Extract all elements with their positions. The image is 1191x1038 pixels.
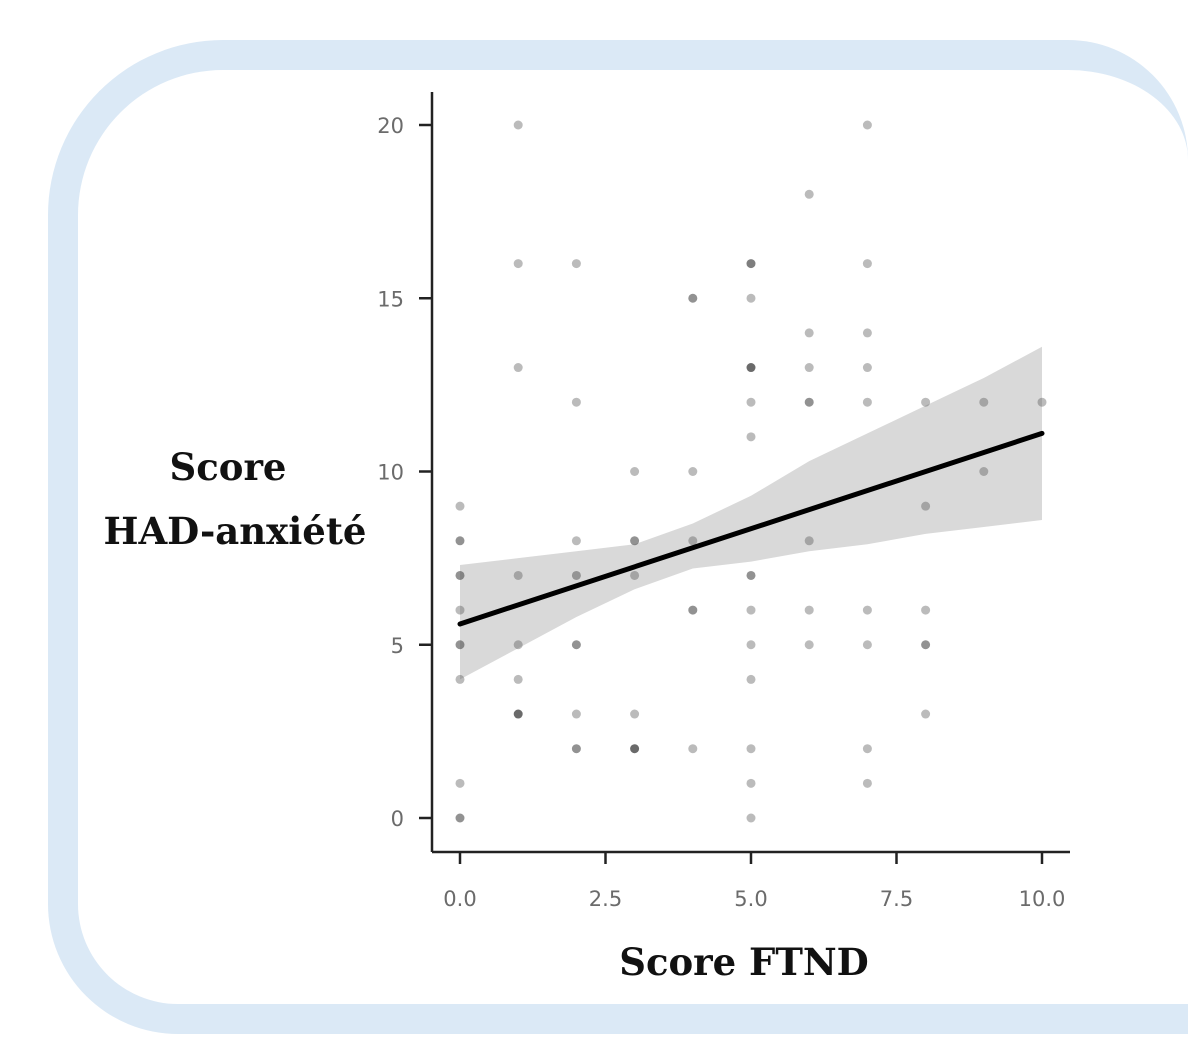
- confidence-band-layer: [460, 346, 1042, 680]
- scatter-point: [1037, 397, 1047, 407]
- scatter-point: [513, 674, 523, 684]
- scatter-point: [571, 709, 581, 719]
- x-tick-label: 0.0: [443, 887, 476, 911]
- scatter-point: [921, 640, 931, 650]
- confidence-band: [460, 346, 1042, 680]
- scatter-point: [630, 536, 640, 546]
- scatter-point: [804, 605, 814, 615]
- scatter-point: [746, 397, 756, 407]
- scatter-point: [630, 467, 640, 476]
- scatter-point: [571, 744, 581, 754]
- y-tick-label: 5: [391, 634, 404, 658]
- scatter-point: [571, 397, 581, 407]
- scatter-point: [862, 778, 872, 788]
- scatter-point: [571, 640, 581, 650]
- scatter-point: [571, 570, 581, 580]
- scatter-point: [746, 605, 756, 615]
- scatter-point: [979, 397, 989, 407]
- scatter-point: [688, 467, 698, 476]
- axes-layer: 0 5 10 15 20 0.0 2.5 5.0 7.5 10.0: [377, 92, 1070, 911]
- scatter-point: [862, 120, 872, 130]
- scatter-point: [746, 293, 756, 303]
- scatter-point: [804, 536, 814, 546]
- scatter-point: [804, 397, 814, 407]
- scatter-point: [746, 674, 756, 684]
- scatter-point: [804, 328, 814, 338]
- scatter-point: [746, 640, 756, 650]
- scatter-point: [571, 536, 581, 546]
- x-axis-title: Score FTND: [619, 940, 869, 984]
- x-tick-label: 7.5: [880, 887, 913, 911]
- scatter-point: [862, 744, 872, 754]
- scatter-point: [455, 813, 465, 823]
- scatter-point: [921, 605, 931, 615]
- scatter-point: [455, 605, 465, 615]
- points-layer: [455, 120, 1047, 823]
- scatter-point: [455, 640, 465, 650]
- regression-line: [457, 430, 1045, 627]
- y-axis-title-line-1: Score: [170, 445, 287, 489]
- scatter-point: [455, 674, 465, 684]
- scatter-point: [513, 709, 523, 719]
- scatter-point: [746, 570, 756, 580]
- scatter-point: [513, 120, 523, 130]
- scatter-point: [455, 778, 465, 788]
- scatter-point: [455, 501, 465, 511]
- y-tick-label: 20: [377, 114, 404, 138]
- scatter-point: [746, 363, 756, 373]
- scatter-point: [746, 813, 756, 823]
- scatter-point: [921, 397, 931, 407]
- scatter-point: [455, 536, 465, 546]
- scatter-point: [630, 570, 640, 580]
- scatter-point: [862, 259, 872, 269]
- y-tick-label: 10: [377, 461, 404, 485]
- scatter-point: [688, 293, 698, 303]
- scatter-point: [804, 189, 814, 199]
- scatter-point: [688, 605, 698, 615]
- scatter-point: [571, 259, 581, 269]
- y-axis-title-line-2: HAD-anxiété: [104, 509, 367, 553]
- scatter-point: [513, 363, 523, 373]
- scatter-point: [513, 640, 523, 650]
- scatter-point: [862, 397, 872, 407]
- x-tick-label: 5.0: [734, 887, 767, 911]
- scatter-point: [979, 467, 989, 476]
- scatter-point: [921, 501, 931, 511]
- scatter-point: [921, 709, 931, 719]
- scatter-point: [746, 778, 756, 788]
- scatter-point: [862, 328, 872, 338]
- x-tick-label: 10.0: [1019, 887, 1066, 911]
- scatter-point: [746, 744, 756, 754]
- decorative-rounded-frame: [48, 40, 1188, 1034]
- scatter-point: [513, 259, 523, 269]
- regression-line-layer: [457, 430, 1045, 627]
- scatter-point: [862, 640, 872, 650]
- scatter-point: [746, 259, 756, 269]
- scatter-point: [688, 744, 698, 754]
- scatter-point: [630, 709, 640, 719]
- scatter-point: [513, 570, 523, 580]
- scatter-point: [688, 536, 698, 546]
- y-tick-label: 0: [391, 807, 404, 831]
- scatter-point: [630, 744, 640, 754]
- y-tick-label: 15: [377, 287, 404, 311]
- scatter-point: [862, 605, 872, 615]
- scatter-point: [804, 363, 814, 373]
- x-tick-label: 2.5: [589, 887, 622, 911]
- scatter-point: [862, 363, 872, 373]
- scatter-point: [746, 432, 756, 442]
- scatter-point: [455, 570, 465, 580]
- scatter-point: [804, 640, 814, 650]
